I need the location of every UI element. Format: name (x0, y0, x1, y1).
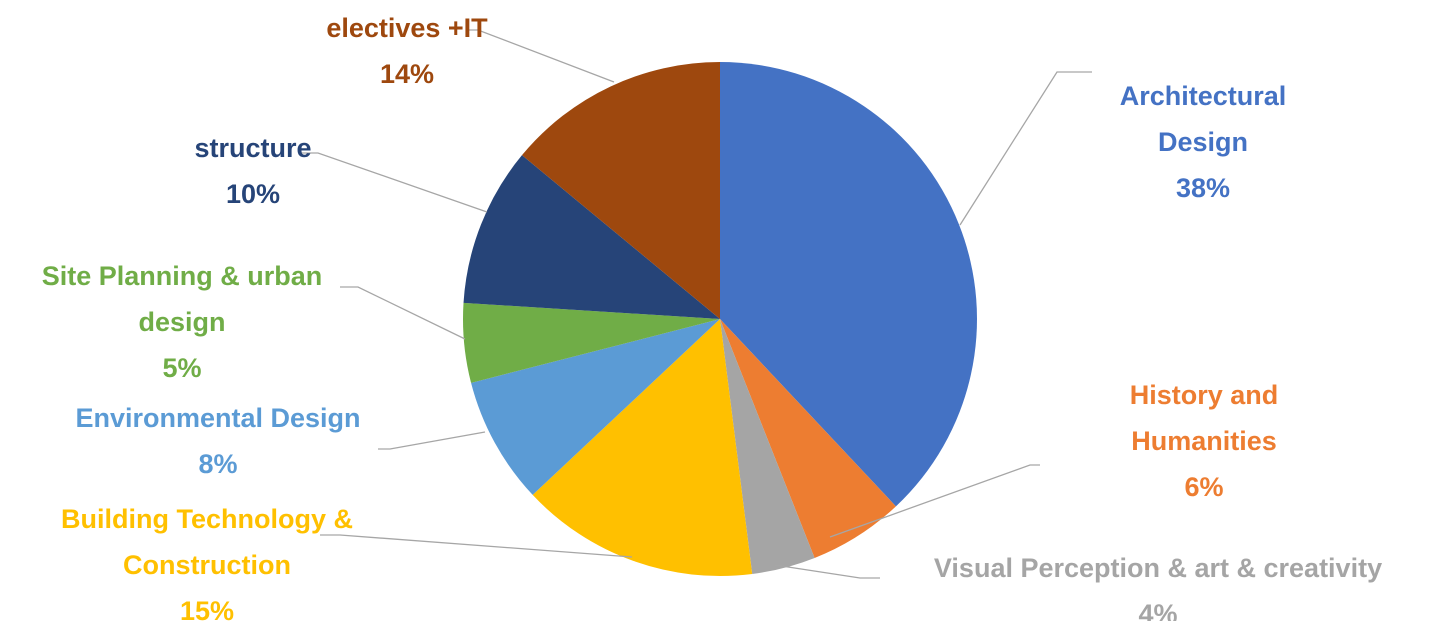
leader-line-environmental-design (378, 431, 486, 450)
pie-slice-visual-perception-art-creativity (720, 319, 815, 574)
data-label-category-architectural-design: Architectural (1120, 81, 1287, 111)
data-label-category-history-and-humanities: History and (1130, 380, 1279, 410)
data-label-pct-architectural-design: 38% (1176, 173, 1230, 203)
data-label-category-site-planning-urban-design: design (138, 307, 225, 337)
data-label-pct-electives-it: 14% (380, 59, 434, 89)
leader-line-structure (300, 152, 488, 213)
data-label-category-history-and-humanities: Humanities (1131, 426, 1277, 456)
leader-line-architectural-design (959, 71, 1092, 226)
data-label-category-structure: structure (194, 133, 311, 163)
data-label-category-site-planning-urban-design: Site Planning & urban (42, 261, 323, 291)
leader-line-history-and-humanities (829, 464, 1040, 538)
pie-slice-history-and-humanities (720, 319, 896, 558)
data-label-category-visual-perception-art-creativity: Visual Perception & art & creativity (934, 553, 1382, 583)
leader-line-site-planning-urban-design (340, 286, 466, 340)
leader-line-visual-perception-art-creativity (774, 564, 880, 579)
pie-slice-environmental-design (471, 319, 720, 495)
pie-slice-building-technology-construction (532, 319, 753, 576)
data-label-pct-environmental-design: 8% (198, 449, 237, 479)
data-label-category-building-technology-construction: Building Technology & (61, 504, 353, 534)
data-label-category-building-technology-construction: Construction (123, 550, 291, 580)
pie-slice-architectural-design (720, 62, 977, 507)
leader-line-electives-it (468, 29, 615, 83)
leader-lines-layer (300, 29, 1092, 579)
data-label-pct-visual-perception-art-creativity: 4% (1138, 599, 1177, 621)
data-label-pct-building-technology-construction: 15% (180, 596, 234, 621)
data-label-category-environmental-design: Environmental Design (75, 403, 360, 433)
slices-layer (463, 62, 977, 576)
pie-slice-structure (463, 155, 720, 319)
data-label-category-electives-it: electives +IT (326, 13, 488, 43)
pie-slice-electives-it (521, 62, 720, 319)
leader-line-building-technology-construction (320, 534, 633, 558)
data-label-pct-structure: 10% (226, 179, 280, 209)
data-labels-layer: Architectural Design 38% History and Humanit… (42, 13, 1382, 626)
pie-slice-site-planning-urban-design (463, 302, 720, 383)
data-label-pct-site-planning-urban-design: 5% (162, 353, 201, 383)
data-label-category-architectural-design: Design (1158, 127, 1248, 157)
data-label-pct-history-and-humanities: 6% (1184, 472, 1223, 502)
